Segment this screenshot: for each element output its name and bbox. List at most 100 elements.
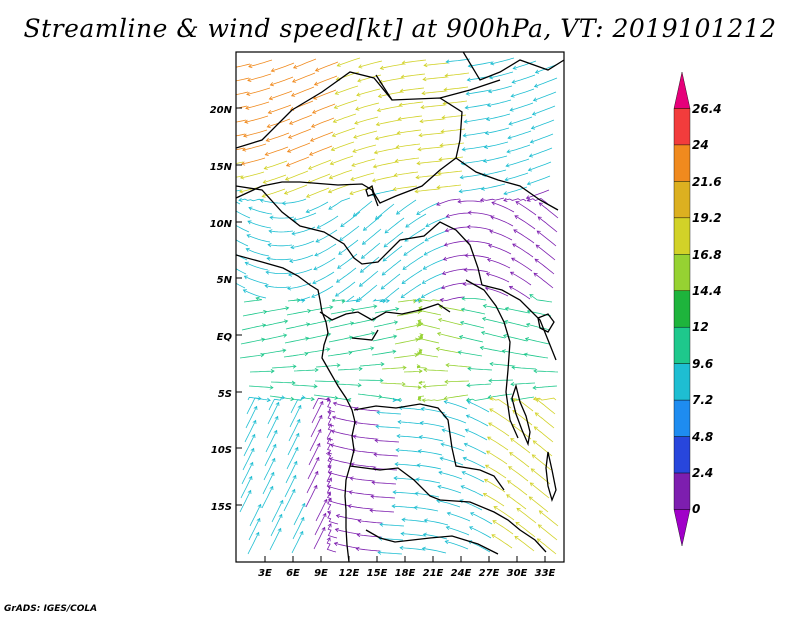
streamline	[358, 284, 378, 301]
streamline-arrow	[413, 505, 418, 510]
streamline-arrow	[506, 149, 511, 154]
streamline-arrow	[491, 534, 496, 539]
streamline	[331, 299, 345, 302]
streamline-arrow	[318, 414, 323, 420]
streamline-arrow	[418, 298, 423, 302]
streamline-arrow	[535, 398, 540, 403]
streamline	[466, 240, 491, 245]
streamline-arrow	[488, 422, 493, 427]
streamline-arrow	[401, 517, 406, 522]
streamline	[241, 462, 254, 485]
streamline	[420, 422, 445, 428]
streamline	[419, 132, 444, 136]
streamline	[244, 420, 257, 443]
lat-label-15n: 15N	[209, 162, 232, 173]
streamline	[333, 113, 357, 123]
streamline	[508, 466, 529, 482]
streamline	[440, 296, 465, 301]
streamline-arrow	[256, 517, 261, 523]
streamline-arrow	[443, 396, 448, 401]
streamline	[261, 349, 286, 355]
streamline	[444, 240, 469, 246]
streamline-arrow	[277, 527, 282, 533]
streamline-arrow	[420, 406, 425, 412]
streamline-arrow	[422, 265, 427, 270]
streamline	[263, 174, 287, 183]
streamline	[440, 142, 465, 146]
colorbar-segment	[673, 290, 691, 328]
streamline-arrow	[357, 78, 362, 83]
streamline	[527, 175, 551, 185]
streamline-arrow	[315, 238, 320, 243]
streamline-arrow	[415, 175, 420, 180]
streamline-arrow	[534, 69, 540, 74]
streamline	[486, 450, 508, 465]
streamline-arrow	[292, 64, 298, 69]
streamline	[422, 90, 447, 94]
streamline	[246, 248, 270, 257]
streamline-arrow	[350, 176, 355, 181]
streamline	[502, 350, 527, 356]
streamline-arrow	[377, 93, 382, 99]
streamline-arrow	[312, 95, 318, 100]
streamline	[350, 172, 375, 181]
streamline-arrow	[401, 381, 406, 387]
streamline	[288, 268, 313, 276]
streamline-arrow	[226, 81, 229, 85]
streamline-arrow	[370, 346, 375, 351]
streamline	[313, 394, 338, 399]
streamline-arrow	[288, 120, 294, 125]
streamline	[393, 354, 418, 359]
streamline-arrow	[261, 323, 267, 328]
streamline	[310, 131, 334, 142]
streamline-arrow	[421, 90, 426, 96]
streamline	[399, 407, 424, 411]
streamline-arrow	[508, 121, 513, 126]
streamline-arrow	[373, 452, 378, 457]
colorbar-segment	[673, 181, 691, 219]
streamline	[470, 512, 493, 525]
streamline-arrow	[416, 364, 421, 369]
streamline	[424, 62, 449, 66]
streamline-arrow	[327, 423, 332, 428]
streamline-arrow	[515, 521, 520, 526]
streamline	[534, 77, 558, 87]
streamline-arrow	[251, 433, 256, 439]
streamline	[423, 369, 449, 372]
streamline-arrow	[462, 281, 467, 287]
streamline	[533, 272, 554, 289]
streamline	[327, 511, 339, 525]
streamline	[333, 402, 358, 409]
streamline	[375, 133, 400, 140]
streamline	[288, 419, 301, 442]
colorbar-label-26-4: 26.4	[692, 102, 722, 116]
streamline	[239, 354, 264, 359]
streamline	[262, 334, 287, 341]
streamline-arrow	[292, 364, 297, 369]
streamline-arrow	[305, 336, 310, 341]
streamline	[350, 477, 375, 482]
streamline-arrow	[484, 130, 490, 136]
streamline	[335, 528, 360, 535]
streamline-arrow	[317, 428, 322, 434]
streamline-arrow	[290, 92, 296, 97]
streamline	[290, 240, 315, 248]
streamline	[438, 471, 463, 480]
streamline	[504, 320, 529, 328]
streamline-arrow	[396, 210, 401, 215]
lat-label-5s: 5S	[217, 389, 232, 400]
streamline-arrow	[310, 396, 315, 402]
streamline	[374, 454, 399, 457]
colorbar-label-19-2: 19.2	[692, 211, 722, 225]
streamline	[330, 309, 355, 315]
border-sahel	[236, 185, 483, 286]
streamline	[271, 62, 295, 72]
streamline	[525, 338, 550, 345]
streamline	[512, 74, 536, 83]
streamline	[483, 305, 508, 311]
streamline-arrow	[399, 88, 404, 93]
streamline-arrow	[381, 271, 386, 276]
streamline-arrow	[334, 90, 339, 95]
streamline-arrow	[440, 285, 446, 290]
streamline-arrow	[266, 256, 271, 261]
